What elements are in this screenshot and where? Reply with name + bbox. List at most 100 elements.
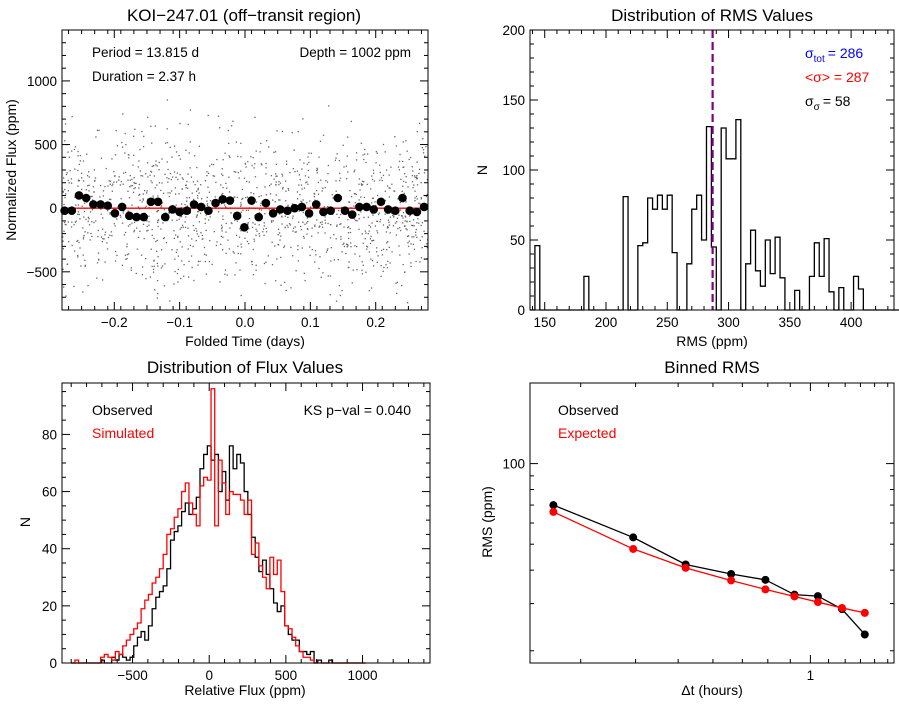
raw-point xyxy=(224,152,226,154)
raw-point xyxy=(246,240,249,243)
raw-point xyxy=(67,179,69,182)
raw-point xyxy=(329,237,332,239)
binned-point xyxy=(117,202,127,212)
raw-point xyxy=(73,148,76,151)
raw-point xyxy=(81,205,83,207)
raw-point xyxy=(371,178,374,181)
raw-point xyxy=(187,235,190,237)
raw-point xyxy=(246,196,249,198)
panel2-xtick-label: 250 xyxy=(656,315,679,330)
raw-point xyxy=(157,219,160,221)
raw-point xyxy=(294,171,296,173)
raw-point xyxy=(118,176,120,178)
raw-point xyxy=(225,252,227,255)
raw-point xyxy=(164,142,167,144)
raw-point xyxy=(189,167,191,169)
raw-point xyxy=(253,240,256,242)
raw-point xyxy=(66,263,69,265)
raw-point xyxy=(122,172,125,174)
raw-point xyxy=(255,234,257,237)
raw-point xyxy=(124,254,127,256)
raw-point xyxy=(220,235,223,237)
raw-point xyxy=(423,194,425,197)
raw-point xyxy=(361,233,363,235)
raw-point xyxy=(228,191,231,193)
raw-point xyxy=(346,178,348,180)
raw-point xyxy=(71,221,73,223)
raw-point xyxy=(329,275,332,277)
panel3-xtick-label: 0 xyxy=(205,668,213,683)
raw-point xyxy=(62,248,65,250)
raw-point xyxy=(80,172,83,174)
raw-point xyxy=(123,234,126,236)
panel3-ytick-label: 40 xyxy=(42,542,57,557)
raw-point xyxy=(355,152,358,154)
binned-point xyxy=(81,193,91,203)
raw-point xyxy=(133,187,135,190)
raw-point xyxy=(262,231,264,233)
raw-point xyxy=(140,254,143,256)
raw-point xyxy=(195,230,198,232)
rms-point xyxy=(837,603,846,612)
raw-point xyxy=(139,148,141,151)
raw-point xyxy=(180,277,182,280)
raw-point xyxy=(370,287,373,289)
binned-point xyxy=(139,212,148,222)
raw-point xyxy=(247,222,249,224)
raw-point xyxy=(335,190,337,192)
raw-point xyxy=(355,159,358,161)
raw-point xyxy=(203,246,206,249)
raw-point xyxy=(242,197,244,200)
raw-point xyxy=(391,183,393,185)
raw-point xyxy=(168,195,171,198)
raw-point xyxy=(336,153,338,155)
raw-point xyxy=(278,184,280,186)
binned-point xyxy=(311,200,321,209)
raw-point xyxy=(345,165,347,167)
raw-point xyxy=(353,205,355,207)
raw-point xyxy=(307,228,309,231)
raw-point xyxy=(111,190,113,192)
raw-point xyxy=(402,263,404,266)
raw-point xyxy=(284,226,286,229)
raw-point xyxy=(218,127,221,129)
raw-point xyxy=(395,282,397,284)
raw-point xyxy=(197,211,199,213)
raw-point xyxy=(133,177,135,179)
raw-point xyxy=(232,120,234,122)
raw-point xyxy=(207,219,210,221)
raw-point xyxy=(152,165,155,167)
raw-point xyxy=(62,240,64,242)
raw-point xyxy=(126,253,129,256)
raw-point xyxy=(347,136,349,138)
raw-point xyxy=(145,277,147,280)
raw-point xyxy=(323,206,325,208)
raw-point xyxy=(88,190,90,192)
raw-point xyxy=(104,234,106,236)
raw-point xyxy=(279,182,282,184)
raw-point xyxy=(374,201,376,203)
raw-point xyxy=(169,172,172,175)
raw-point xyxy=(404,215,406,217)
stat-sigma-tot: σtot = 286 xyxy=(805,45,863,65)
binned-point xyxy=(182,206,192,216)
rms-point xyxy=(549,501,558,510)
raw-point xyxy=(362,264,364,267)
raw-point xyxy=(248,243,250,245)
raw-point xyxy=(98,129,100,132)
raw-point xyxy=(198,221,201,223)
raw-point xyxy=(338,285,341,287)
raw-point xyxy=(206,171,208,173)
raw-point xyxy=(84,264,86,267)
raw-point xyxy=(148,224,150,226)
raw-point xyxy=(386,242,388,244)
raw-point xyxy=(402,185,404,187)
raw-point xyxy=(340,213,342,216)
binned-point xyxy=(405,206,415,216)
raw-point xyxy=(129,186,131,188)
raw-point xyxy=(298,210,300,212)
raw-point xyxy=(397,227,399,230)
raw-point xyxy=(350,195,353,198)
raw-point xyxy=(175,151,178,153)
raw-point xyxy=(97,252,100,254)
